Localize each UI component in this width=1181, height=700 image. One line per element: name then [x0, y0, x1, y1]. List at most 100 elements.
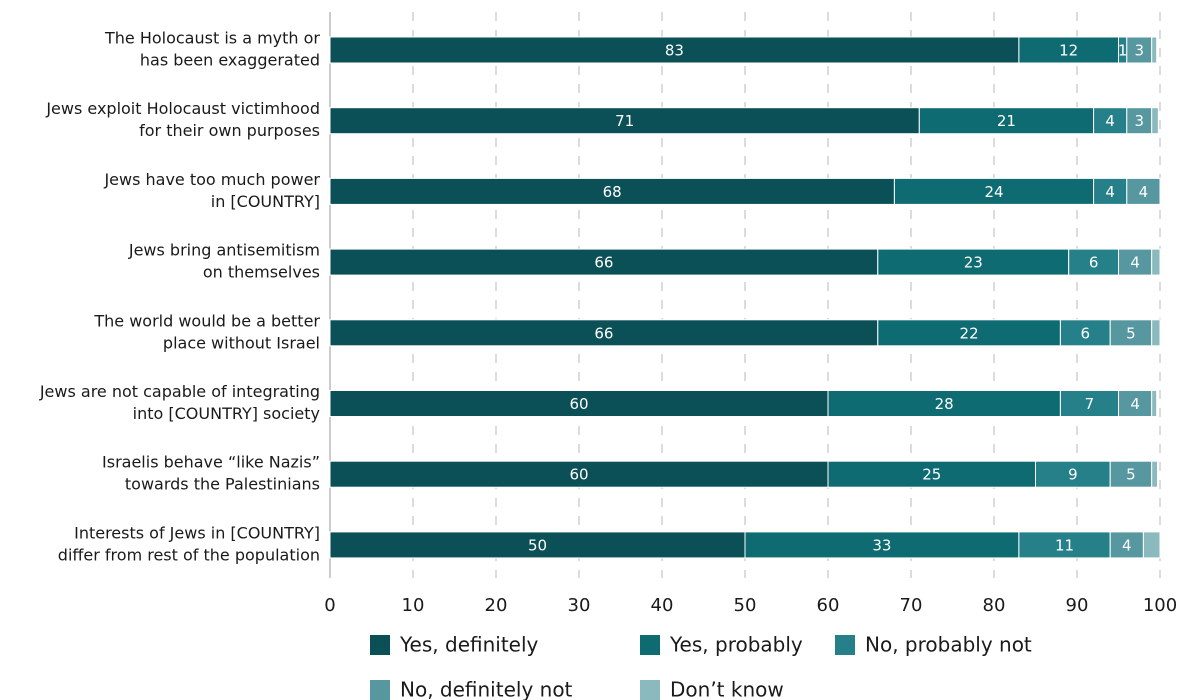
category-label-6-line-0: Israelis behave “like Nazis” — [102, 453, 320, 472]
bar-value-label-7-series-0: 50 — [528, 536, 547, 554]
bar-2-series-3 — [1126, 177, 1161, 205]
bar-value-label-7-series-3: 4 — [1122, 536, 1132, 554]
x-tick-label-60: 60 — [817, 595, 840, 616]
bar-value-label-1-series-1: 21 — [997, 112, 1016, 130]
category-label-1-line-1: for their own purposes — [139, 121, 320, 140]
bar-value-label-5-series-1: 28 — [935, 395, 954, 413]
bar-3-series-0 — [329, 248, 879, 276]
category-label-0-line-0: The Holocaust is a myth or — [104, 29, 320, 48]
bar-3-series-4 — [1151, 248, 1161, 276]
legend-swatch-0 — [370, 635, 390, 655]
bar-value-label-0-series-1: 12 — [1059, 42, 1078, 60]
bar-value-label-4-series-2: 6 — [1081, 324, 1091, 342]
x-axis-ticks: 0 10 20 30 40 50 60 70 80 90 100 — [324, 595, 1177, 616]
bars: The Holocaust is a myth or has been exagg… — [39, 29, 1161, 564]
bar-row-7: Interests of Jews in [COUNTRY] differ fro… — [58, 523, 1161, 564]
legend-label-4: Don’t know — [670, 678, 784, 700]
bar-1-series-1 — [918, 107, 1095, 135]
bar-6-series-3 — [1109, 460, 1153, 488]
bar-1-series-3 — [1126, 107, 1153, 135]
bar-row-1: Jews exploit Holocaust victimhood for the… — [45, 99, 1159, 140]
bar-value-label-5-series-0: 60 — [569, 395, 588, 413]
bar-row-2: Jews have too much power in [COUNTRY] 68 24… — [103, 170, 1161, 211]
bar-value-label-4-series-3: 5 — [1126, 324, 1136, 342]
category-label-2-line-1: in [COUNTRY] — [211, 192, 320, 211]
bar-6-series-2 — [1035, 460, 1111, 488]
bar-3-series-3 — [1118, 248, 1153, 276]
bar-value-label-2-series-1: 24 — [984, 183, 1003, 201]
bar-value-label-1-series-2: 4 — [1105, 112, 1115, 130]
bar-1-series-0 — [329, 107, 920, 135]
bar-value-label-3-series-2: 6 — [1089, 254, 1099, 272]
bar-6-series-4 — [1151, 460, 1159, 488]
legend-label-0: Yes, definitely — [399, 633, 539, 657]
legend-label-1: Yes, probably — [669, 633, 803, 657]
bar-value-label-2-series-2: 4 — [1105, 183, 1115, 201]
bar-2-series-0 — [329, 177, 895, 205]
category-label-4-line-1: place without Israel — [163, 333, 320, 352]
bar-0-series-0 — [329, 36, 1020, 64]
bar-value-label-0-series-2: 1 — [1118, 42, 1128, 60]
legend-swatch-4 — [640, 680, 660, 700]
bar-value-label-3-series-3: 4 — [1130, 254, 1140, 272]
category-label-3-line-1: on themselves — [203, 263, 320, 282]
bar-value-label-6-series-0: 60 — [569, 466, 588, 484]
category-label-3-line-0: Jews bring antisemitism — [128, 241, 320, 260]
bar-value-label-7-series-2: 11 — [1055, 536, 1074, 554]
bar-3-series-2 — [1068, 248, 1119, 276]
category-label-2-line-0: Jews have too much power — [103, 170, 320, 189]
bar-value-label-5-series-3: 4 — [1130, 395, 1140, 413]
legend-swatch-2 — [835, 635, 855, 655]
bar-6-series-0 — [329, 460, 829, 488]
bar-value-label-6-series-2: 9 — [1068, 466, 1078, 484]
x-tick-label-90: 90 — [1066, 595, 1089, 616]
x-tick-label-50: 50 — [734, 595, 757, 616]
bar-value-label-0-series-0: 83 — [665, 42, 684, 60]
bar-2-series-2 — [1093, 177, 1128, 205]
legend-swatch-1 — [640, 635, 660, 655]
bar-value-label-2-series-0: 68 — [603, 183, 622, 201]
bar-5-series-0 — [329, 390, 829, 417]
bar-6-series-1 — [827, 460, 1036, 488]
bar-4-series-3 — [1109, 319, 1153, 347]
bar-1-series-4 — [1151, 107, 1159, 135]
legend-label-2: No, probably not — [865, 633, 1032, 657]
x-tick-label-20: 20 — [485, 595, 508, 616]
bar-value-label-6-series-1: 25 — [922, 466, 941, 484]
category-label-7-line-0: Interests of Jews in [COUNTRY] — [74, 523, 320, 542]
category-label-4-line-0: The world would be a better — [93, 311, 320, 330]
x-tick-label-100: 100 — [1143, 595, 1177, 616]
legend-swatch-3 — [370, 680, 390, 700]
category-label-5-line-1: into [COUNTRY] society — [133, 404, 320, 423]
bar-0-series-3 — [1126, 36, 1153, 64]
bar-1-series-2 — [1093, 107, 1128, 135]
bar-value-label-3-series-1: 23 — [964, 254, 983, 272]
bar-7-series-2 — [1018, 531, 1111, 559]
bar-row-4: The world would be a better place without… — [93, 311, 1161, 352]
x-tick-label-70: 70 — [900, 595, 923, 616]
bar-4-series-2 — [1059, 319, 1111, 347]
bar-value-label-7-series-1: 33 — [872, 536, 891, 554]
grid-lines — [329, 12, 1161, 578]
bar-value-label-0-series-3: 3 — [1134, 42, 1144, 60]
bar-row-6: Israelis behave “like Nazis” towards the … — [102, 453, 1159, 494]
bar-5-series-4 — [1151, 390, 1158, 417]
x-tick-label-10: 10 — [402, 595, 425, 616]
category-label-5-line-0: Jews are not capable of integrating — [39, 382, 320, 401]
bar-0-series-4 — [1151, 36, 1158, 64]
bar-7-series-1 — [744, 531, 1020, 559]
x-tick-label-40: 40 — [651, 595, 674, 616]
bar-row-5: Jews are not capable of integrating into … — [39, 382, 1158, 423]
bar-5-series-1 — [827, 390, 1061, 417]
bar-value-label-1-series-3: 3 — [1134, 112, 1144, 130]
bar-value-label-3-series-0: 66 — [594, 254, 613, 272]
bar-value-label-4-series-1: 22 — [960, 324, 979, 342]
bar-value-label-6-series-3: 5 — [1126, 466, 1136, 484]
bar-7-series-0 — [329, 531, 746, 559]
bar-4-series-0 — [329, 319, 879, 347]
category-label-6-line-1: towards the Palestinians — [125, 475, 320, 494]
bar-2-series-1 — [893, 177, 1095, 205]
category-label-7-line-1: differ from rest of the population — [58, 545, 320, 564]
bar-3-series-1 — [877, 248, 1070, 276]
